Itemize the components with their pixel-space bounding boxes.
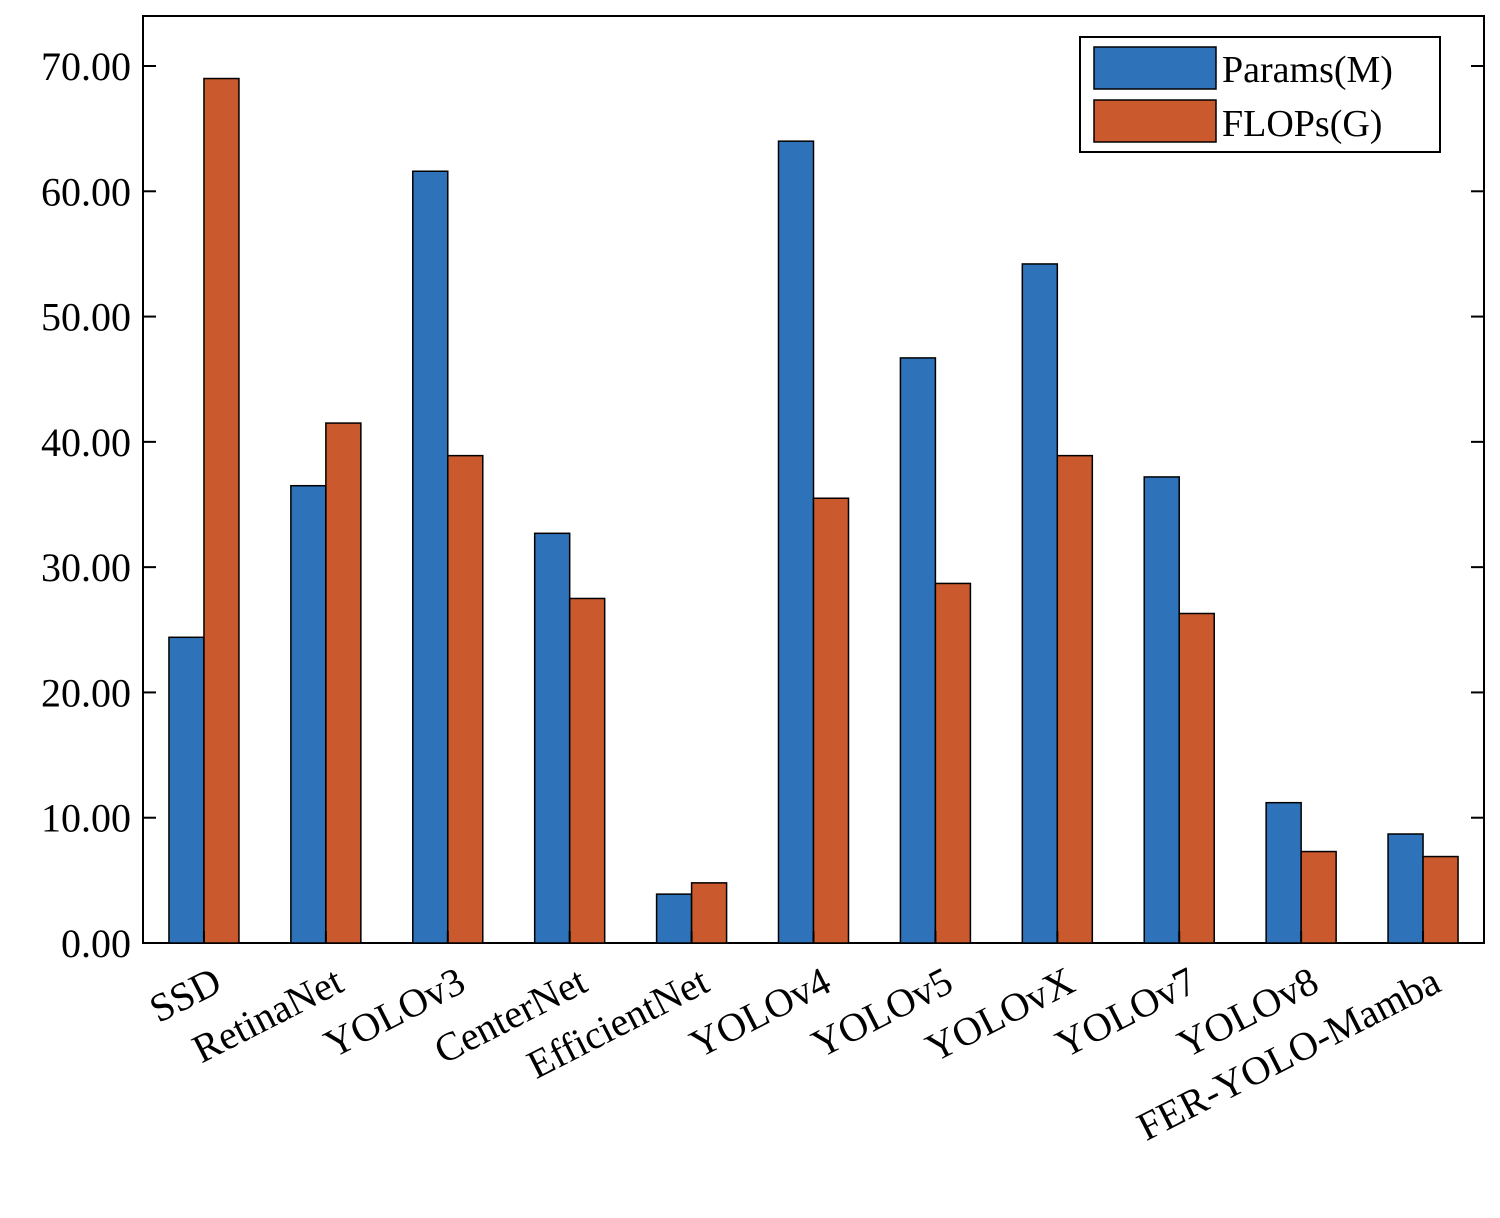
y-tick-label: 70.00 — [41, 44, 131, 89]
y-tick-label: 0.00 — [61, 921, 131, 966]
y-tick-label: 50.00 — [41, 295, 131, 340]
x-category-label: YOLOv7 — [1048, 958, 1203, 1067]
y-tick-label: 30.00 — [41, 545, 131, 590]
y-tick-label: 60.00 — [41, 169, 131, 214]
y-tick-label: 10.00 — [41, 796, 131, 841]
x-axis-labels: SSDRetinaNetYOLOv3CenterNetEfficientNetY… — [142, 958, 1447, 1150]
bar-params — [1143, 476, 1180, 944]
x-category-label: YOLOv4 — [683, 958, 838, 1067]
bar-params — [1021, 263, 1059, 944]
bar-flops — [1178, 612, 1215, 944]
bar-params — [1387, 833, 1424, 944]
bar-flops — [325, 422, 362, 944]
bar-params — [899, 357, 937, 944]
y-tick-label: 20.00 — [41, 670, 131, 715]
bar-params — [168, 636, 205, 944]
bar-params — [412, 170, 449, 944]
bar-params — [290, 484, 327, 944]
bar-flops — [690, 882, 728, 944]
bar-params — [777, 140, 815, 944]
bar-params — [655, 893, 693, 944]
bar-flops — [203, 77, 240, 944]
bar-flops — [1300, 850, 1337, 944]
bar-flops — [812, 497, 850, 944]
bar-params — [533, 532, 571, 944]
legend-swatch-params — [1093, 46, 1217, 90]
bar-flops — [1056, 454, 1094, 944]
legend: Params(M) FLOPs(G) — [1079, 36, 1441, 153]
bar-params — [1265, 801, 1302, 944]
y-axis-ticks: 0.00 10.00 20.00 30.00 40.00 50.00 60.00 70.00 — [41, 44, 1484, 966]
bars — [168, 77, 1459, 944]
legend-label-flops: FLOPs(G) — [1222, 103, 1382, 145]
legend-swatch-flops — [1093, 99, 1217, 143]
y-tick-label: 40.00 — [41, 420, 131, 465]
bar-flops — [934, 582, 972, 944]
bar-flops — [1422, 855, 1459, 944]
bar-flops — [447, 454, 484, 944]
legend-label-params: Params(M) — [1222, 49, 1393, 91]
bar-flops — [568, 597, 606, 944]
